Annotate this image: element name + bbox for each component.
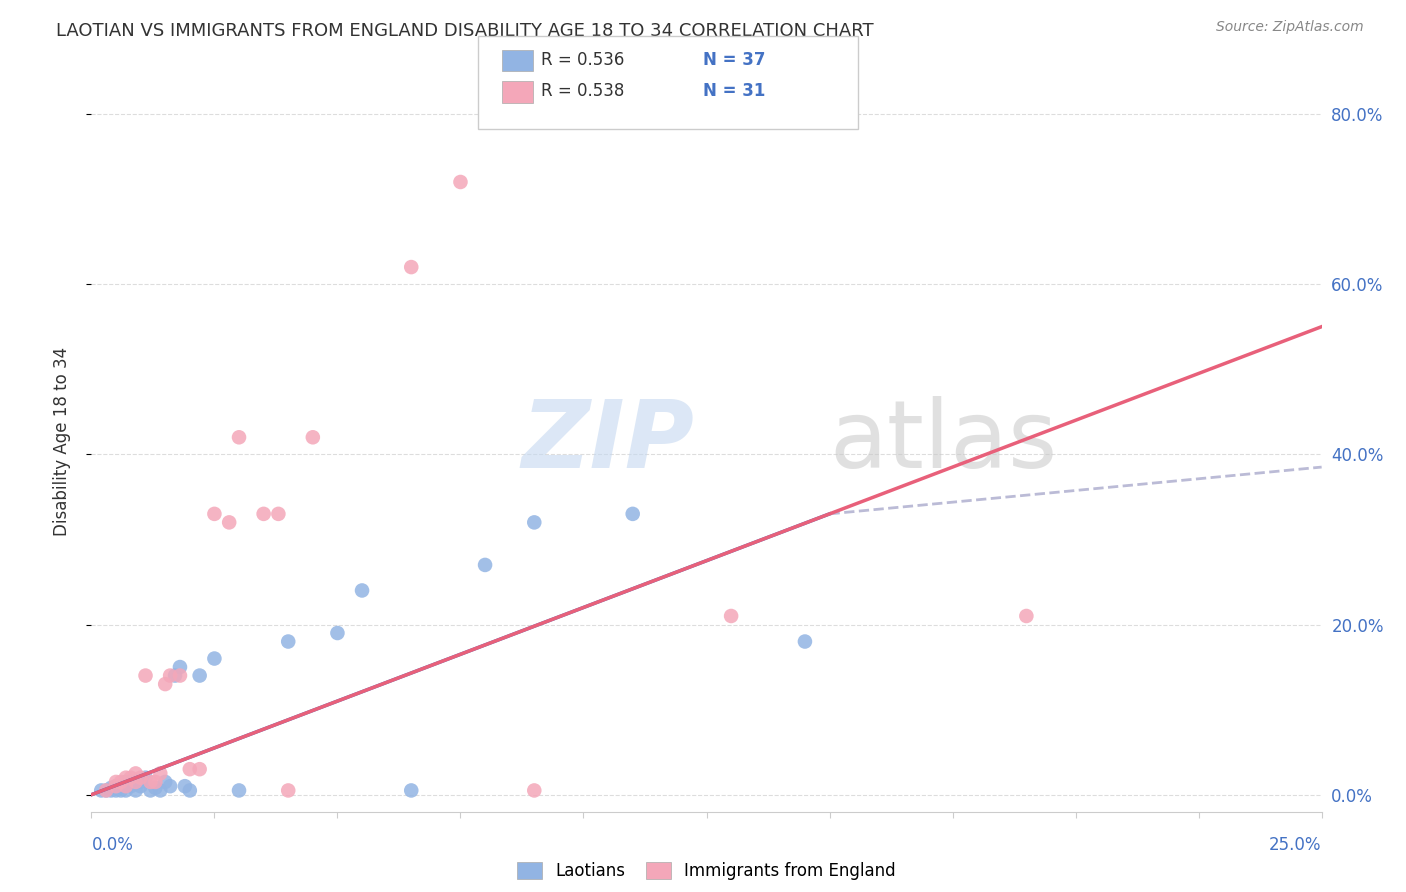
Point <box>149 783 172 797</box>
Point <box>399 783 422 797</box>
Point <box>139 783 162 797</box>
Point <box>135 668 156 682</box>
Text: atlas: atlas <box>830 395 1057 488</box>
Text: N = 31: N = 31 <box>703 82 765 100</box>
Point <box>218 516 240 530</box>
Point <box>179 783 201 797</box>
Point <box>523 783 546 797</box>
Point <box>399 260 422 274</box>
Point <box>621 507 644 521</box>
Point <box>114 775 138 789</box>
Point <box>135 771 156 785</box>
Point <box>474 558 496 572</box>
Point <box>129 775 152 789</box>
Point <box>169 660 191 674</box>
Point <box>523 516 546 530</box>
Point <box>105 783 127 797</box>
Point <box>267 507 290 521</box>
Point <box>720 609 742 624</box>
Point <box>793 634 815 648</box>
Point <box>110 783 132 797</box>
Point <box>228 430 250 444</box>
Point <box>449 175 471 189</box>
Point <box>129 779 152 793</box>
Point <box>139 775 162 789</box>
Point <box>301 430 323 444</box>
Point <box>169 668 191 682</box>
Text: R = 0.536: R = 0.536 <box>541 51 624 69</box>
Text: LAOTIAN VS IMMIGRANTS FROM ENGLAND DISABILITY AGE 18 TO 34 CORRELATION CHART: LAOTIAN VS IMMIGRANTS FROM ENGLAND DISAB… <box>56 22 875 40</box>
Point <box>120 775 142 789</box>
Point <box>145 775 166 789</box>
Point <box>174 779 197 793</box>
Point <box>90 783 112 797</box>
Text: N = 37: N = 37 <box>703 51 765 69</box>
Text: Source: ZipAtlas.com: Source: ZipAtlas.com <box>1216 20 1364 34</box>
Point <box>159 779 181 793</box>
Point <box>114 779 138 793</box>
Point <box>100 780 122 795</box>
Point <box>105 779 127 793</box>
Point <box>179 762 201 776</box>
Point <box>124 775 146 789</box>
Point <box>188 668 211 682</box>
Text: 25.0%: 25.0% <box>1270 836 1322 854</box>
Point <box>352 583 374 598</box>
Point <box>153 775 177 789</box>
Point <box>96 783 117 797</box>
Point <box>1015 609 1038 624</box>
Point <box>188 762 211 776</box>
Point <box>124 775 146 789</box>
Y-axis label: Disability Age 18 to 34: Disability Age 18 to 34 <box>52 347 70 536</box>
Point <box>277 634 299 648</box>
Point <box>105 775 127 789</box>
Point <box>124 766 146 780</box>
Point <box>228 783 250 797</box>
Point <box>96 783 117 797</box>
Point <box>120 771 142 785</box>
Point <box>105 779 127 793</box>
Point <box>110 775 132 789</box>
Text: R = 0.538: R = 0.538 <box>541 82 624 100</box>
Text: ZIP: ZIP <box>522 395 695 488</box>
Point <box>326 626 349 640</box>
Point <box>253 507 276 521</box>
Point <box>163 668 186 682</box>
Point <box>145 780 166 795</box>
Point <box>124 783 146 797</box>
Legend: Laotians, Immigrants from England: Laotians, Immigrants from England <box>509 854 904 888</box>
Point <box>202 507 225 521</box>
Point <box>153 677 177 691</box>
Point <box>159 668 181 682</box>
Point <box>110 779 132 793</box>
Point <box>114 771 138 785</box>
Point <box>114 783 138 797</box>
Text: 0.0%: 0.0% <box>91 836 134 854</box>
Point <box>129 771 152 785</box>
Point <box>149 766 172 780</box>
Point <box>277 783 299 797</box>
Point <box>202 651 225 665</box>
Point <box>120 779 142 793</box>
Point <box>100 783 122 797</box>
